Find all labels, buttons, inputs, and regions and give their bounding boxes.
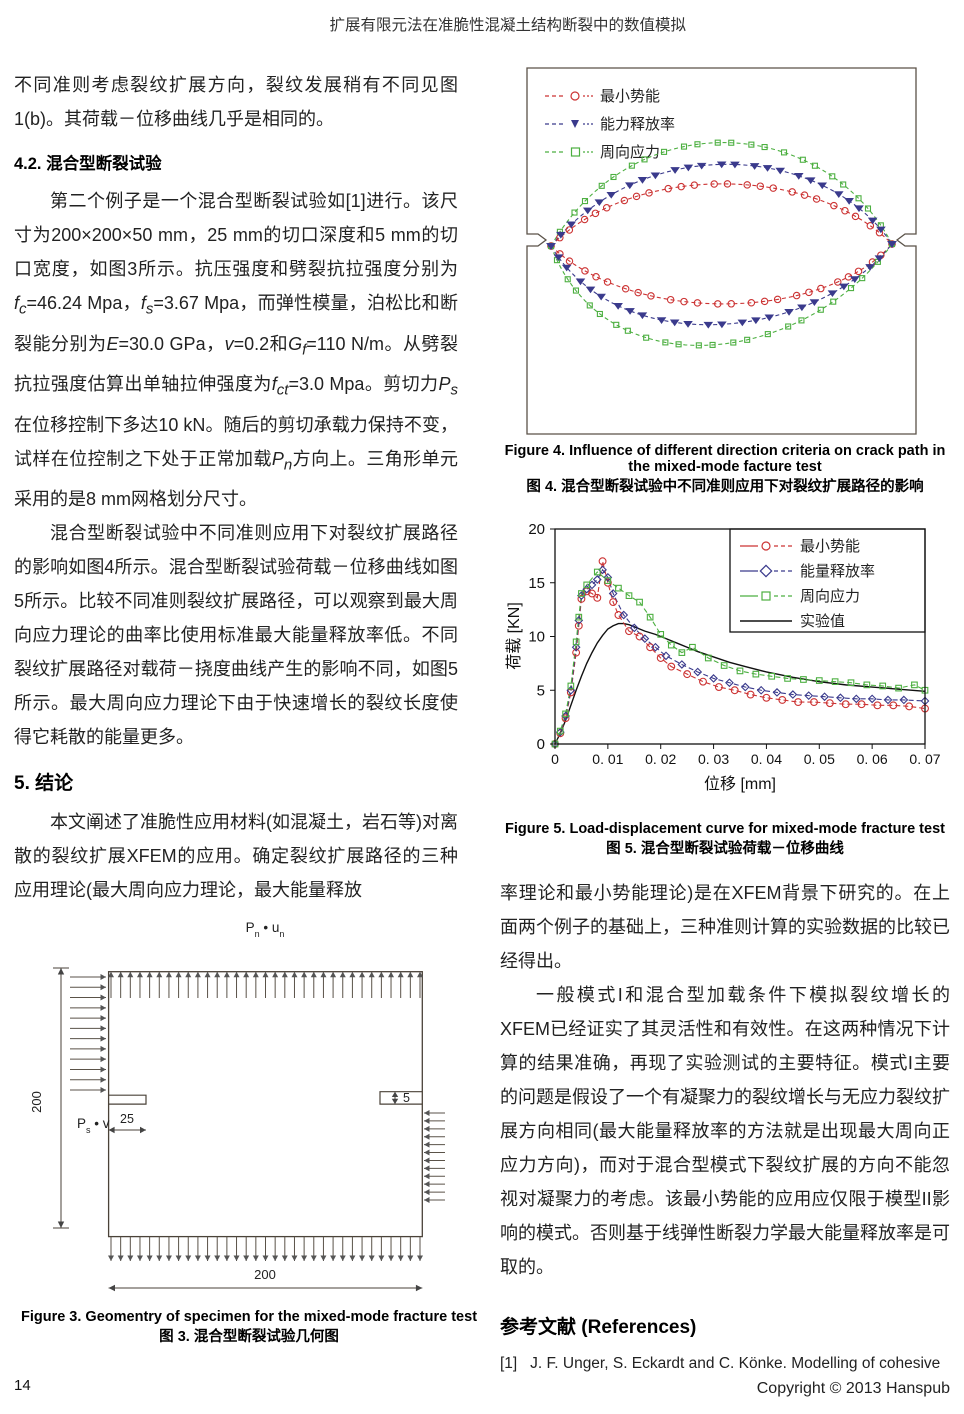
- svg-text:0. 02: 0. 02: [645, 751, 676, 767]
- svg-text:200: 200: [29, 1091, 44, 1113]
- svg-text:5: 5: [403, 1091, 410, 1105]
- svg-text:25: 25: [120, 1112, 134, 1126]
- svg-text:0: 0: [551, 751, 559, 767]
- svg-text:周向应力: 周向应力: [600, 143, 660, 161]
- svg-text:0. 04: 0. 04: [751, 751, 782, 767]
- svg-text:0: 0: [537, 736, 545, 753]
- svg-text:200: 200: [254, 1267, 276, 1282]
- svg-text:Pn • un: Pn • un: [246, 920, 285, 939]
- svg-text:周向应力: 周向应力: [800, 587, 860, 605]
- svg-text:15: 15: [528, 575, 545, 592]
- svg-text:位移 [mm]: 位移 [mm]: [704, 775, 776, 793]
- svg-text:能量释放率: 能量释放率: [800, 563, 875, 580]
- svg-text:0. 03: 0. 03: [698, 751, 729, 767]
- svg-text:Ps • v: Ps • v: [77, 1116, 110, 1135]
- svg-text:最小势能: 最小势能: [800, 538, 860, 555]
- svg-text:0. 05: 0. 05: [804, 751, 835, 767]
- svg-text:10: 10: [528, 629, 545, 646]
- svg-text:0. 01: 0. 01: [592, 751, 623, 767]
- svg-text:5: 5: [537, 682, 545, 699]
- svg-text:0. 06: 0. 06: [857, 751, 888, 767]
- svg-text:实验值: 实验值: [800, 613, 845, 630]
- svg-text:荷载 [KN]: 荷载 [KN]: [505, 602, 523, 670]
- svg-text:20: 20: [528, 521, 545, 538]
- svg-text:最小势能: 最小势能: [600, 88, 660, 105]
- svg-text:0. 07: 0. 07: [909, 751, 940, 767]
- svg-text:能力释放率: 能力释放率: [600, 116, 675, 133]
